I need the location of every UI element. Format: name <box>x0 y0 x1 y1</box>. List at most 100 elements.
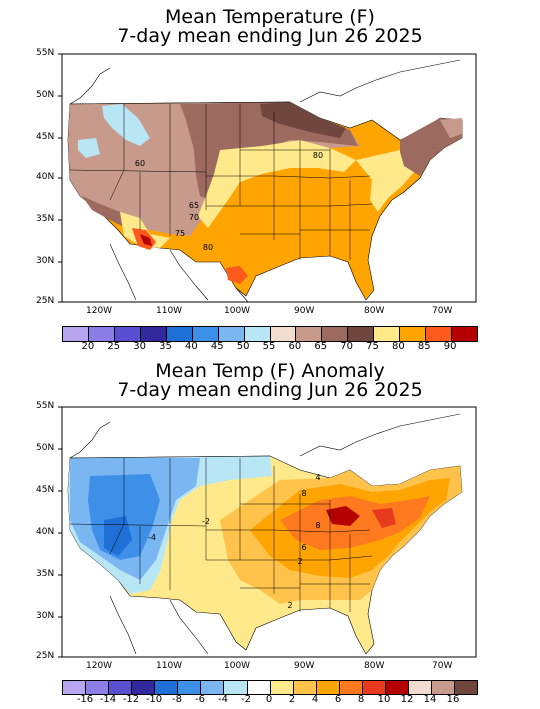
legend-swatch <box>155 681 179 694</box>
legend-swatch <box>270 681 294 694</box>
contour-label: 80 <box>203 243 213 252</box>
lon-label: 70W <box>432 661 453 671</box>
map2-legend <box>62 680 478 695</box>
lon-label: 100W <box>224 306 251 316</box>
map2-title: Mean Temp (F) Anomaly <box>155 360 385 382</box>
legend-label: -10 <box>145 694 163 705</box>
legend-swatch <box>362 681 386 694</box>
legend-swatch <box>63 681 87 694</box>
legend-swatch <box>244 327 271 341</box>
legend-swatch <box>322 327 349 341</box>
legend-label: 35 <box>159 341 172 352</box>
lat-label: 40N <box>36 527 55 537</box>
legend-swatch <box>385 681 409 694</box>
lat-label: 30N <box>36 611 55 621</box>
legend-swatch <box>452 327 477 341</box>
legend-swatch <box>166 327 193 341</box>
legend-label: 50 <box>236 341 250 352</box>
legend-label: -16 <box>76 694 94 705</box>
legend-label: 0 <box>265 694 273 705</box>
legend-swatch <box>293 681 317 694</box>
legend-swatch <box>114 327 141 341</box>
legend-swatch <box>270 327 297 341</box>
map1-legend <box>62 326 478 342</box>
lat-label: 35N <box>36 214 55 224</box>
legend-label: 16 <box>446 694 460 705</box>
legend-swatch <box>316 681 340 694</box>
lat-label: 55N <box>36 401 55 411</box>
lat-label: 25N <box>36 296 55 306</box>
legend-swatch <box>224 681 248 694</box>
contour-label: 75 <box>175 229 185 238</box>
legend-swatch <box>374 327 401 341</box>
legend-swatch <box>247 681 271 694</box>
lat-label: 30N <box>36 256 55 266</box>
legend-swatch <box>426 327 453 341</box>
legend-label: 14 <box>423 694 437 705</box>
legend-label: 80 <box>392 341 405 352</box>
lon-label: 110W <box>156 306 183 316</box>
contour-label: 4 <box>315 473 320 482</box>
contour-label: 70 <box>189 213 199 222</box>
lon-label: 70W <box>432 306 453 316</box>
lon-label: 120W <box>86 306 113 316</box>
contour-label: 8 <box>301 489 306 498</box>
legend-swatch <box>432 681 456 694</box>
lat-label: 40N <box>36 172 55 182</box>
legend-label: 55 <box>262 341 276 352</box>
contour-label: -2 <box>202 517 210 526</box>
contour-label: -4 <box>148 533 156 542</box>
map1-title: Mean Temperature (F) <box>165 6 375 28</box>
map2-legend-labels: -16 -14 -12 -10 -8 -6 -4 -2 0 2 4 6 8 10 12 14 16 <box>62 694 476 706</box>
legend-swatch <box>63 327 89 341</box>
legend-label: 40 <box>185 341 198 352</box>
legend-swatch <box>218 327 245 341</box>
contour-label: 8 <box>315 521 320 530</box>
legend-label: -14 <box>99 694 117 705</box>
legend-label: -12 <box>122 694 140 705</box>
legend-label: 2 <box>288 694 296 705</box>
lon-label: 100W <box>224 661 251 671</box>
contour-label: 60 <box>135 159 145 168</box>
legend-swatch <box>348 327 375 341</box>
map1-legend-labels: 20 25 30 35 40 45 50 55 60 65 70 75 80 85 90 <box>62 341 476 353</box>
legend-label: 60 <box>288 341 302 352</box>
contour-label: 65 <box>189 201 199 210</box>
lat-label: 50N <box>36 443 55 453</box>
legend-label: 25 <box>107 341 121 352</box>
legend-swatch <box>408 681 432 694</box>
legend-swatch <box>88 327 115 341</box>
legend-label: 30 <box>133 341 146 352</box>
lon-label: 80W <box>364 306 385 316</box>
lon-label: 120W <box>86 661 113 671</box>
legend-swatch <box>339 681 363 694</box>
legend-label: 90 <box>443 341 457 352</box>
contour-label: 6 <box>301 543 306 552</box>
legend-label: 20 <box>81 341 95 352</box>
legend-swatch <box>400 327 427 341</box>
legend-swatch <box>455 681 478 694</box>
contour-label: 80 <box>313 151 323 160</box>
legend-label: 45 <box>210 341 224 352</box>
legend-swatch <box>296 327 323 341</box>
legend-label: 70 <box>340 341 353 352</box>
legend-swatch <box>132 681 156 694</box>
lon-label: 90W <box>294 661 315 671</box>
lat-label: 45N <box>36 132 55 142</box>
legend-label: -2 <box>241 694 251 705</box>
contour-label: 2 <box>297 557 302 566</box>
state-borders <box>69 101 373 260</box>
legend-label: -4 <box>218 694 228 705</box>
legend-swatch <box>201 681 225 694</box>
lon-label: 90W <box>294 306 315 316</box>
lon-label: 110W <box>156 661 183 671</box>
lat-label: 55N <box>36 48 55 58</box>
lat-label: 50N <box>36 90 55 100</box>
legend-label: -8 <box>172 694 182 705</box>
legend-swatch <box>192 327 219 341</box>
legend-label: 75 <box>366 341 379 352</box>
legend-label: 65 <box>314 341 328 352</box>
lat-label: 35N <box>36 569 55 579</box>
lon-label: 80W <box>364 661 385 671</box>
lat-label: 25N <box>36 651 55 661</box>
